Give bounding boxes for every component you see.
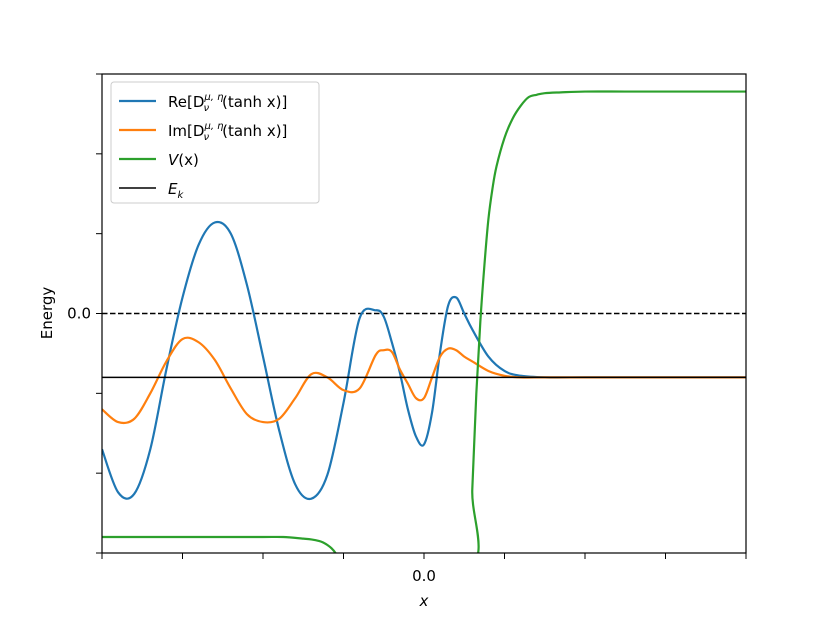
legend-box	[110, 81, 320, 204]
series-line-re	[102, 220, 746, 501]
x-axis-label: x	[419, 592, 429, 610]
x-axis: 0.0	[101, 553, 747, 585]
plot-area	[102, 90, 746, 553]
x-tick-label: 0.0	[412, 567, 436, 585]
legend-label-re: Re[Dμ, η ν (tanh x)]	[168, 92, 287, 114]
legend-label-im: Im[Dμ, η ν (tanh x)]	[168, 121, 287, 143]
legend-label-potential: V(x)	[168, 151, 199, 169]
legend-label-energy-level: Ek	[168, 180, 184, 201]
y-tick-label: 0.0	[67, 305, 91, 323]
legend: Re[Dμ, η ν (tanh x)] Im[Dμ, η ν (tanh x)] V(x)…	[110, 81, 320, 204]
series-line-potential	[102, 90, 746, 553]
y-axis: 0.0	[67, 73, 102, 554]
y-axis-label: Energy	[38, 287, 56, 340]
